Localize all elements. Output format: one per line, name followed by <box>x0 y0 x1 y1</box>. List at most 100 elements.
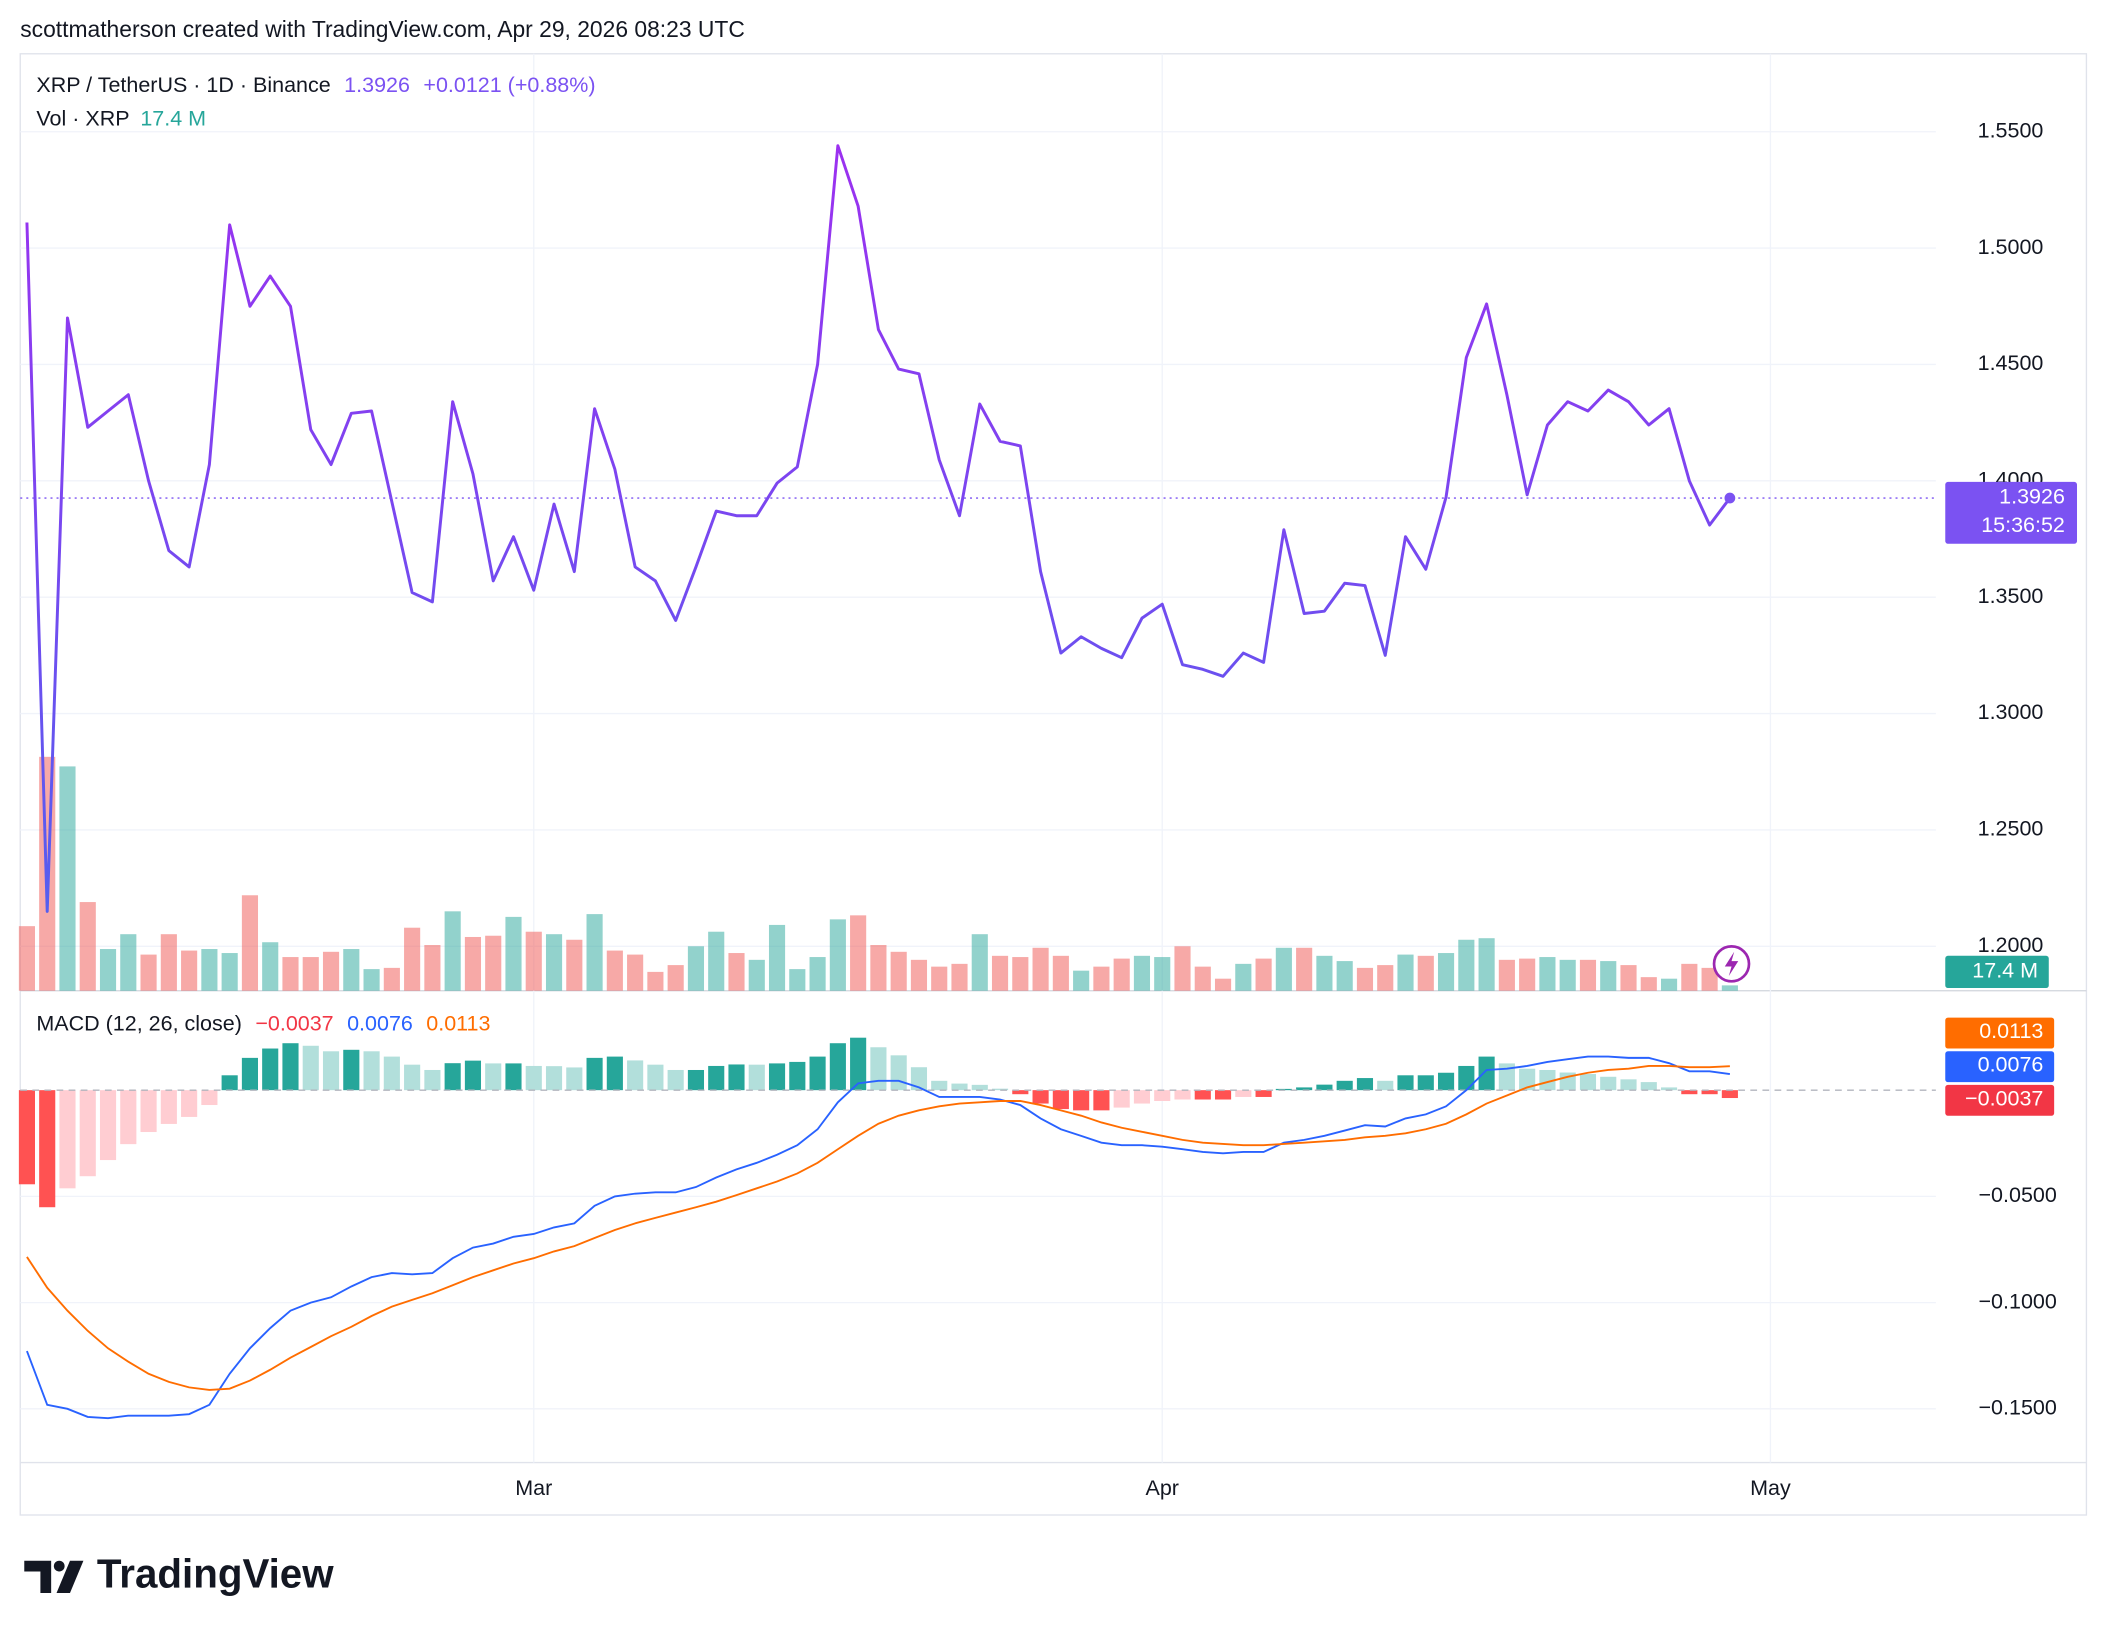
histogram-bar <box>59 1090 76 1189</box>
histogram-bar <box>890 1055 907 1091</box>
volume-bar <box>1133 955 1151 991</box>
volume-bar <box>383 967 400 991</box>
histogram-bar <box>1052 1090 1069 1110</box>
volume-bar <box>1681 963 1698 991</box>
volume-bar <box>1052 955 1069 991</box>
macd-title: MACD (12, 26, close) <box>36 1011 242 1035</box>
volume-bar <box>525 931 542 991</box>
volume-bar <box>647 971 664 991</box>
histogram-bar <box>221 1075 238 1091</box>
histogram-bar <box>748 1064 765 1091</box>
histogram-bar <box>282 1043 299 1091</box>
volume-bar <box>1559 959 1576 991</box>
histogram-bar <box>241 1057 259 1091</box>
histogram-bar <box>545 1066 563 1091</box>
volume-bar <box>809 957 826 991</box>
y-tick-label: 1.5500 <box>1978 118 2044 142</box>
histogram-bar <box>1012 1090 1029 1095</box>
volume-bar <box>991 955 1009 991</box>
histogram-bar <box>1660 1087 1678 1091</box>
volume-bar <box>1336 961 1353 991</box>
plot: Mar Apr May1.20001.25001.30001.35001.40001… <box>18 53 2078 1500</box>
macd-tag-value: −0.0037 <box>1965 1086 2043 1110</box>
volume-bar <box>1600 961 1617 991</box>
histogram-bar <box>606 1056 623 1091</box>
histogram-bar <box>667 1069 684 1091</box>
volume-bar <box>18 926 35 991</box>
volume-bar <box>687 946 705 991</box>
volume-bar <box>910 959 928 991</box>
volume-bar <box>99 949 117 991</box>
volume-bar <box>708 931 725 991</box>
histogram-bar <box>120 1090 137 1145</box>
histogram-bar <box>768 1063 786 1091</box>
price-change: +0.0121 (+0.88%) <box>423 73 595 97</box>
histogram-bar <box>160 1090 177 1124</box>
volume-bar <box>748 959 765 991</box>
volume-bar <box>890 951 907 991</box>
volume-bar <box>1154 957 1171 991</box>
histogram-bar <box>829 1043 846 1091</box>
y-tick-label: −0.0500 <box>1979 1183 2057 1207</box>
histogram-bar <box>1437 1072 1455 1091</box>
volume-tag <box>1945 955 2049 989</box>
y-tick-label: 1.4500 <box>1978 351 2044 375</box>
histogram-bar <box>99 1090 117 1161</box>
histogram-bar <box>971 1084 988 1091</box>
histogram-bar <box>18 1090 35 1185</box>
volume-bar <box>221 953 238 991</box>
histogram-bar <box>424 1069 441 1091</box>
histogram-bar <box>647 1064 664 1091</box>
volume-bar <box>1579 959 1597 991</box>
histogram-bar <box>1356 1078 1374 1091</box>
volume-bar <box>79 902 96 991</box>
histogram-bar <box>464 1060 482 1091</box>
histogram-bar <box>262 1048 279 1091</box>
y-tick-label: 1.5000 <box>1978 235 2044 259</box>
price-tag-countdown: 15:36:52 <box>1981 513 2065 537</box>
volume-bar <box>1498 959 1515 991</box>
volume-bar <box>444 911 461 991</box>
volume-bar <box>485 935 502 991</box>
histogram-bar <box>1701 1090 1718 1095</box>
volume-bar <box>1235 963 1252 991</box>
histogram-bar <box>1397 1075 1414 1091</box>
volume-bar <box>343 949 360 991</box>
volume-bar <box>1539 957 1556 991</box>
histogram-bar <box>1316 1084 1333 1091</box>
price-line <box>25 144 1732 913</box>
volume-bar <box>1519 958 1536 991</box>
histogram-bar <box>789 1061 806 1091</box>
histogram-bar <box>322 1051 340 1091</box>
volume-bar <box>586 914 603 991</box>
volume-bar <box>241 895 259 991</box>
histogram-bar <box>566 1067 583 1091</box>
histogram-bar <box>1235 1090 1252 1097</box>
volume-bar <box>1316 955 1333 991</box>
histogram-bar <box>586 1057 603 1091</box>
frame <box>19 53 2088 1516</box>
y-tick-label: −0.1500 <box>1979 1396 2057 1420</box>
histogram-bar <box>931 1080 948 1091</box>
histogram-bar <box>1154 1090 1171 1102</box>
y-tick-label: 1.3000 <box>1978 700 2044 724</box>
histogram-bar <box>343 1049 360 1091</box>
volume-bar <box>566 939 583 991</box>
histogram-bar <box>951 1083 968 1091</box>
histogram-bar <box>39 1090 56 1208</box>
histogram-bar <box>404 1064 421 1091</box>
histogram-bar <box>363 1051 380 1091</box>
histogram-bar <box>991 1088 1009 1091</box>
hist-last: −0.0037 <box>255 1011 333 1035</box>
histogram-bar <box>1032 1090 1049 1104</box>
volume-bar <box>363 969 380 991</box>
histogram-bar <box>1073 1090 1090 1111</box>
brand: TradingView <box>97 1551 334 1597</box>
volume-bar <box>1377 965 1394 991</box>
histogram-bar <box>444 1063 461 1091</box>
macd-legend: MACD (12, 26, close) −0.0037 0.0076 0.0113 <box>36 1011 490 1035</box>
volume-bar <box>282 957 299 991</box>
volume-legend: Vol · XRP 17.4 M <box>36 106 206 130</box>
